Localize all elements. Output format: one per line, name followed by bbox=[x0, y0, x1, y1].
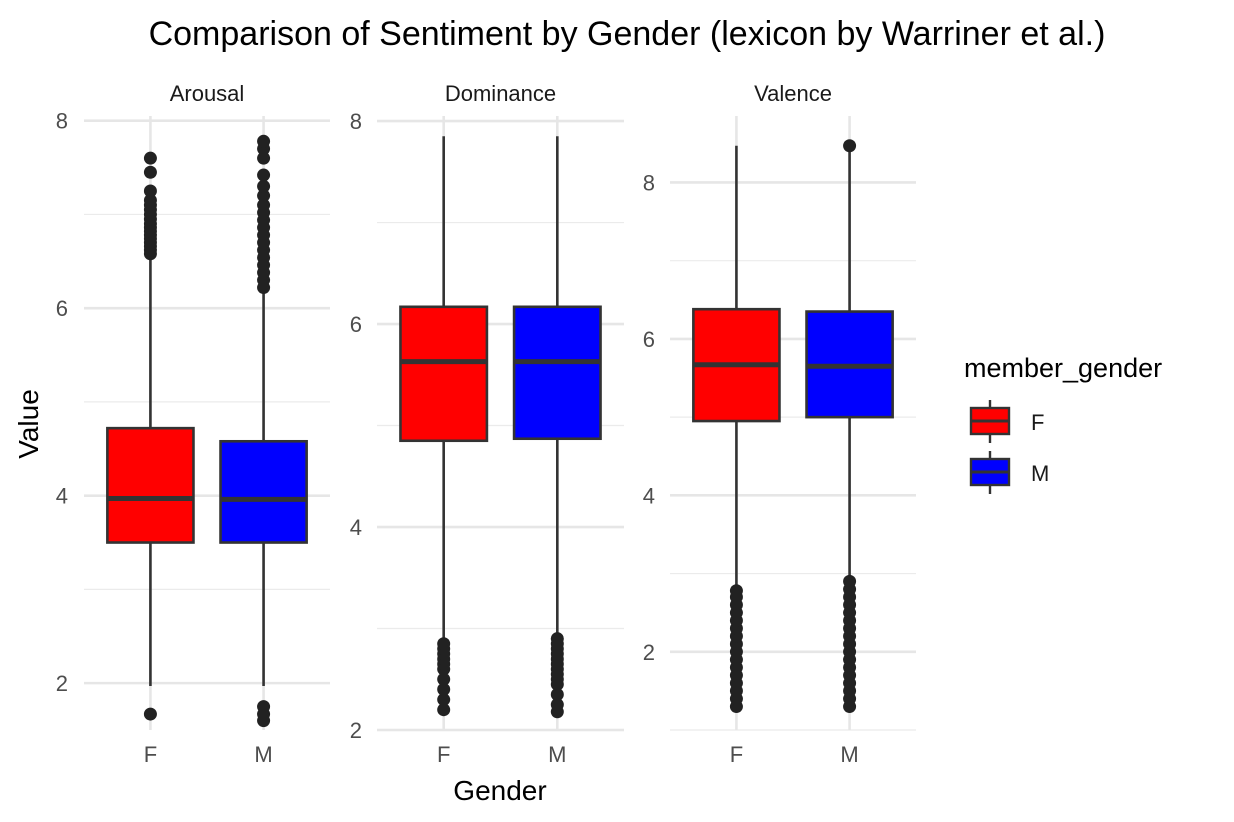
box-arousal-f bbox=[106, 151, 195, 721]
legend: member_gender F M bbox=[964, 353, 1162, 494]
legend-key-f: F bbox=[969, 400, 1044, 443]
box-iqr bbox=[106, 426, 195, 544]
facet-strip-label: Valence bbox=[754, 81, 832, 106]
y-tick-label: 2 bbox=[56, 671, 68, 696]
x-tick-label: F bbox=[144, 742, 157, 767]
outlier-point bbox=[437, 637, 451, 651]
outlier-point bbox=[257, 134, 271, 148]
y-tick-label: 4 bbox=[350, 515, 362, 540]
outlier-point bbox=[143, 193, 157, 207]
facets: Arousal 2 4 6 8 F M Dominance 2 4 6 8 F M Valence 2 4 6 8 F… bbox=[56, 81, 916, 767]
y-tick-label: 6 bbox=[350, 312, 362, 337]
outlier-point bbox=[550, 687, 564, 701]
outlier-point bbox=[143, 184, 157, 198]
facet-strip-label: Arousal bbox=[170, 81, 245, 106]
legend-label: F bbox=[1031, 410, 1044, 435]
y-tick-label: 8 bbox=[643, 170, 655, 195]
box-valence-f bbox=[692, 145, 781, 714]
y-axis-title: Value bbox=[13, 389, 44, 459]
outlier-point bbox=[257, 198, 271, 212]
outlier-point bbox=[257, 700, 271, 714]
box-valence-m bbox=[805, 139, 894, 714]
outlier-point bbox=[843, 574, 857, 588]
facet-panel-valence: Valence 2 4 6 8 F M bbox=[643, 81, 916, 767]
x-tick-label: M bbox=[254, 742, 272, 767]
x-axis-title: Gender bbox=[453, 775, 546, 806]
outlier-point bbox=[437, 703, 451, 717]
outlier-point bbox=[143, 165, 157, 179]
outlier-point bbox=[257, 168, 271, 182]
outlier-point bbox=[843, 139, 857, 153]
x-tick-label: M bbox=[548, 742, 566, 767]
box-dominance-m bbox=[512, 136, 602, 719]
legend-key-m: M bbox=[969, 451, 1049, 494]
outlier-point bbox=[437, 693, 451, 707]
outlier-point bbox=[257, 151, 271, 165]
outlier-point bbox=[143, 151, 157, 165]
outlier-point bbox=[143, 707, 157, 721]
legend-label: M bbox=[1031, 461, 1049, 486]
box-iqr bbox=[219, 439, 308, 544]
x-tick-label: F bbox=[437, 742, 450, 767]
y-tick-label: 2 bbox=[643, 640, 655, 665]
box-iqr bbox=[512, 305, 602, 441]
box-dominance-f bbox=[399, 136, 489, 717]
outlier-point bbox=[437, 672, 451, 686]
legend-title: member_gender bbox=[964, 353, 1162, 383]
x-tick-label: M bbox=[840, 742, 858, 767]
y-tick-label: 8 bbox=[56, 109, 68, 134]
outlier-point bbox=[550, 698, 564, 712]
y-tick-label: 4 bbox=[56, 484, 68, 509]
box-arousal-m bbox=[219, 134, 308, 728]
y-tick-label: 2 bbox=[350, 718, 362, 743]
x-tick-label: F bbox=[730, 742, 743, 767]
y-tick-label: 6 bbox=[643, 327, 655, 352]
y-tick-label: 4 bbox=[643, 483, 655, 508]
facet-panel-dominance: Dominance 2 4 6 8 F M bbox=[350, 81, 624, 767]
y-tick-label: 6 bbox=[56, 296, 68, 321]
facet-strip-label: Dominance bbox=[445, 81, 556, 106]
box-iqr bbox=[399, 305, 489, 443]
chart-title: Comparison of Sentiment by Gender (lexic… bbox=[149, 15, 1106, 53]
outlier-point bbox=[437, 682, 451, 696]
facet-panel-arousal: Arousal 2 4 6 8 F M bbox=[56, 81, 330, 767]
outlier-point bbox=[550, 632, 564, 646]
outlier-point bbox=[257, 179, 271, 193]
outlier-point bbox=[729, 584, 743, 598]
y-tick-label: 8 bbox=[350, 109, 362, 134]
outlier-point bbox=[257, 189, 271, 203]
